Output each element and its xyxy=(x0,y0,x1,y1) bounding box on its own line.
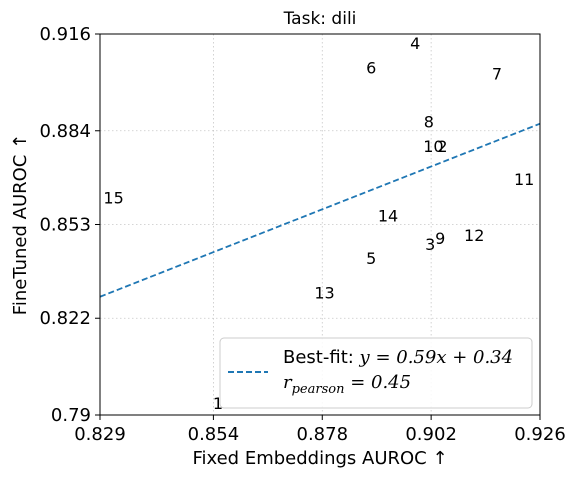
data-point-label-14: 14 xyxy=(378,206,398,225)
data-point-label-1: 1 xyxy=(213,394,223,413)
chart-title: Task: dili xyxy=(283,9,357,29)
data-point-label-15: 15 xyxy=(103,188,123,207)
y-tick-label: 0.822 xyxy=(39,308,91,329)
legend-pearson-var: r xyxy=(283,372,293,393)
data-point-label-6: 6 xyxy=(366,58,376,77)
x-tick-label: 0.854 xyxy=(188,424,240,445)
data-point-label-7: 7 xyxy=(492,64,502,83)
data-point-label-10: 10 xyxy=(423,137,443,156)
legend-pearson-value: = 0.45 xyxy=(344,372,411,393)
y-axis-label: FineTuned AUROC ↑ xyxy=(10,134,31,315)
data-point-label-12: 12 xyxy=(464,226,484,245)
x-tick-label: 0.926 xyxy=(514,424,566,445)
data-point-label-13: 13 xyxy=(314,284,334,303)
legend-entry-pearson: rpearson = 0.45 xyxy=(283,372,411,397)
data-point-label-5: 5 xyxy=(366,249,376,268)
y-tick-label: 0.79 xyxy=(51,405,91,426)
data-point-label-3: 3 xyxy=(425,235,435,254)
axis-ticks: 0.829 0.854 0.878 0.902 0.926 0.79 0.822 0.853 0… xyxy=(39,24,565,445)
data-point-label-11: 11 xyxy=(514,170,534,189)
legend-pearson-subscript: pearson xyxy=(292,382,345,397)
x-tick-label: 0.902 xyxy=(405,424,457,445)
legend: Best-fit: y = 0.59x + 0.34 rpearson = 0.… xyxy=(219,337,533,409)
data-point-label-2: 2 xyxy=(437,137,447,156)
data-point-label-8: 8 xyxy=(424,113,434,132)
legend-box xyxy=(219,337,533,409)
best-fit-line xyxy=(99,122,541,298)
y-tick-label: 0.853 xyxy=(39,215,91,236)
legend-entry-best-fit: Best-fit: y = 0.59x + 0.34 xyxy=(283,347,513,368)
legend-best-fit-prefix: Best-fit: xyxy=(283,347,360,368)
x-axis-label: Fixed Embeddings AUROC ↑ xyxy=(192,448,447,469)
x-tick-label: 0.829 xyxy=(74,424,126,445)
x-tick-label: 0.878 xyxy=(297,424,349,445)
y-tick-label: 0.884 xyxy=(39,121,91,142)
data-point-label-4: 4 xyxy=(410,34,420,53)
data-point-label-9: 9 xyxy=(435,229,445,248)
legend-best-fit-equation: y = 0.59x + 0.34 xyxy=(359,347,514,368)
best-fit-line-group xyxy=(99,122,541,298)
y-tick-label: 0.916 xyxy=(39,24,91,45)
